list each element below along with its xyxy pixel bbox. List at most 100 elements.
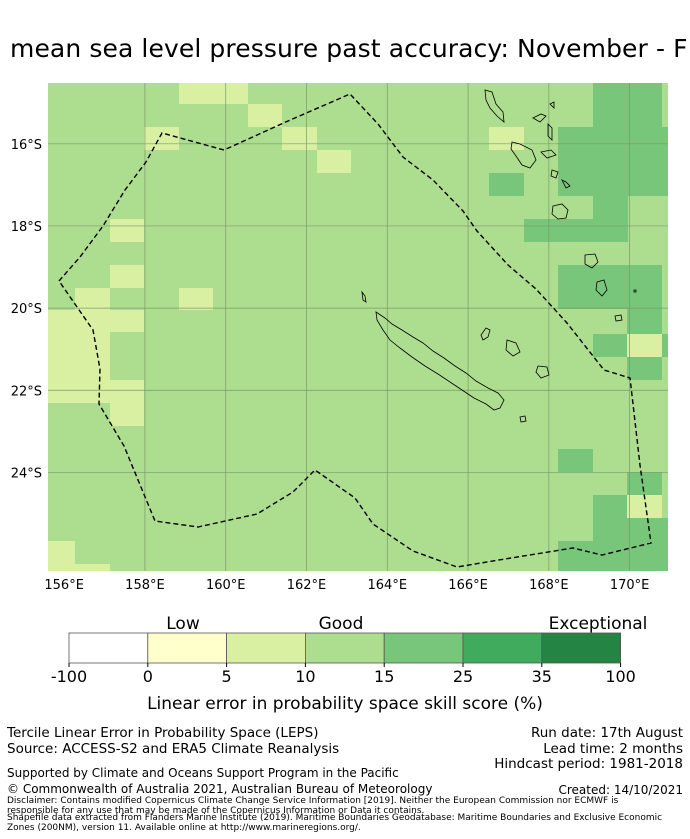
- colorbar-tick-label: 100: [605, 667, 636, 686]
- map-cells: [48, 83, 668, 571]
- map-cell: [110, 380, 144, 426]
- map-cell: [593, 196, 628, 219]
- colorbar-box: [68, 632, 149, 664]
- footer-hindcast-period: Hindcast period: 1981-2018: [494, 756, 683, 772]
- map-cell: [48, 541, 75, 571]
- footer-run-date: Run date: 17th August: [530, 725, 683, 741]
- footer-disclaimer-line3: Shapefile data extracted from Flanders M…: [7, 813, 663, 823]
- map-cell: [282, 127, 317, 150]
- colorbar-ticks: -100 0 5 10 15 25 35 100: [51, 663, 636, 686]
- epi-island: [550, 169, 559, 179]
- footer-source: Source: ACCESS-S2 and ERA5 Climate Reana…: [7, 741, 340, 757]
- colorbar-box: [383, 632, 464, 664]
- colorbar-box: [541, 632, 621, 664]
- longitude-tick-label: 168°E: [529, 578, 569, 593]
- erromango-island: [584, 253, 599, 269]
- map-cell: [75, 564, 110, 571]
- footer-lead-time: Lead time: 2 months: [543, 741, 683, 757]
- map-cell: [179, 83, 248, 104]
- footer-method: Tercile Linear Error in Probability Spac…: [7, 725, 319, 741]
- colorbar-legend: Low Good Exceptional -100 0 5 10 15 25 35 100 L…: [51, 614, 648, 714]
- map-cell: [248, 104, 282, 127]
- longitude-tick-label: 164°E: [368, 578, 408, 593]
- futuna-island: [633, 289, 637, 293]
- map-cell: [627, 495, 662, 518]
- skill-map: [48, 83, 668, 571]
- map-cell: [179, 288, 213, 310]
- belep-island: [361, 290, 367, 303]
- colorbar-tick-label: 5: [222, 667, 232, 686]
- loyalty-island-ouvea: [480, 327, 491, 341]
- map-cell: [317, 150, 351, 173]
- shepherd-islands: [561, 179, 571, 189]
- latitude-tick-label: 22°S: [11, 384, 42, 399]
- colorbar-tick-label: 15: [374, 667, 394, 686]
- map-cell: [593, 495, 627, 541]
- latitude-tick-label: 20°S: [11, 302, 42, 317]
- footer-created-date: Created: 14/10/2021: [558, 783, 683, 797]
- map-cell: [627, 357, 662, 380]
- map-cell: [558, 127, 668, 196]
- map-cell: [489, 173, 524, 196]
- malekula-island: [510, 141, 537, 169]
- map-title: mean sea level pressure past accuracy: N…: [10, 34, 688, 63]
- longitude-tick-label: 162°E: [287, 578, 327, 593]
- map-cell: [627, 334, 662, 357]
- footer-disclaimer-line4: Zones (200NM), version 11. Available onl…: [7, 823, 361, 833]
- efate-island: [551, 203, 569, 220]
- colorbar-box: [462, 632, 543, 664]
- loyalty-island-mare: [535, 365, 550, 379]
- map-cell: [48, 310, 110, 403]
- map-cell: [144, 127, 179, 150]
- longitude-tick-label: 158°E: [125, 578, 165, 593]
- map-cell: [627, 472, 662, 495]
- footer-disclaimer-line1: Disclaimer: Contains modified Copernicus…: [7, 796, 619, 806]
- ambae-island: [532, 113, 547, 123]
- colorbar-tick-label: 35: [532, 667, 552, 686]
- map-cell: [110, 219, 144, 242]
- coastlines: [361, 89, 637, 423]
- longitude-tick-label: 170°E: [610, 578, 650, 593]
- longitude-labels: 156°E 158°E 160°E 162°E 164°E 166°E 168°E 170°E: [44, 578, 649, 593]
- tanna-island: [595, 279, 608, 297]
- loyalty-island-lifou: [505, 339, 521, 357]
- colorbar-tick-label: 10: [295, 667, 315, 686]
- map-cell: [75, 288, 110, 310]
- latitude-tick-label: 24°S: [11, 466, 42, 481]
- torres-islands: [549, 101, 555, 109]
- latitude-tick-label: 16°S: [11, 138, 42, 153]
- map-cell: [627, 309, 662, 334]
- latitude-labels: 16°S 18°S 20°S 22°S 24°S: [11, 138, 42, 482]
- espiritu-santo-island: [484, 89, 505, 123]
- new-caledonia-island: [375, 311, 505, 411]
- footer-disclaimer-line2: responsible for any use that may be made…: [7, 806, 425, 816]
- map-cell: [627, 518, 668, 541]
- footer-supported: Supported by Climate and Oceans Support …: [7, 766, 399, 780]
- eez-boundary: [58, 93, 652, 568]
- footer-copyright: © Commonwealth of Australia 2021, Austra…: [7, 782, 433, 796]
- colorbar-box: [147, 632, 228, 664]
- colorbar-tick-label: 0: [143, 667, 153, 686]
- map-cell: [558, 449, 593, 472]
- isle-of-pines: [519, 415, 527, 423]
- map-cell: [110, 265, 144, 288]
- map-cell: [593, 334, 627, 357]
- legend-category-good: Good: [319, 614, 364, 634]
- aneityum-island: [614, 314, 623, 322]
- longitude-tick-label: 156°E: [44, 578, 84, 593]
- colorbar-tick-label: -100: [51, 667, 87, 686]
- colorbar-box: [304, 632, 385, 664]
- legend-category-exceptional: Exceptional: [549, 614, 648, 634]
- pentecost-island: [547, 123, 553, 141]
- legend-category-low: Low: [166, 614, 200, 634]
- colorbar-tick-label: 25: [453, 667, 473, 686]
- map-cell: [558, 265, 662, 309]
- map-cell: [593, 83, 662, 127]
- longitude-tick-label: 166°E: [448, 578, 488, 593]
- map-gridlines: [48, 83, 668, 571]
- map-cell: [489, 127, 524, 150]
- map-cell: [524, 219, 628, 242]
- colorbar-axis-label: Linear error in probability space skill …: [147, 694, 543, 714]
- map-cell: [110, 310, 144, 332]
